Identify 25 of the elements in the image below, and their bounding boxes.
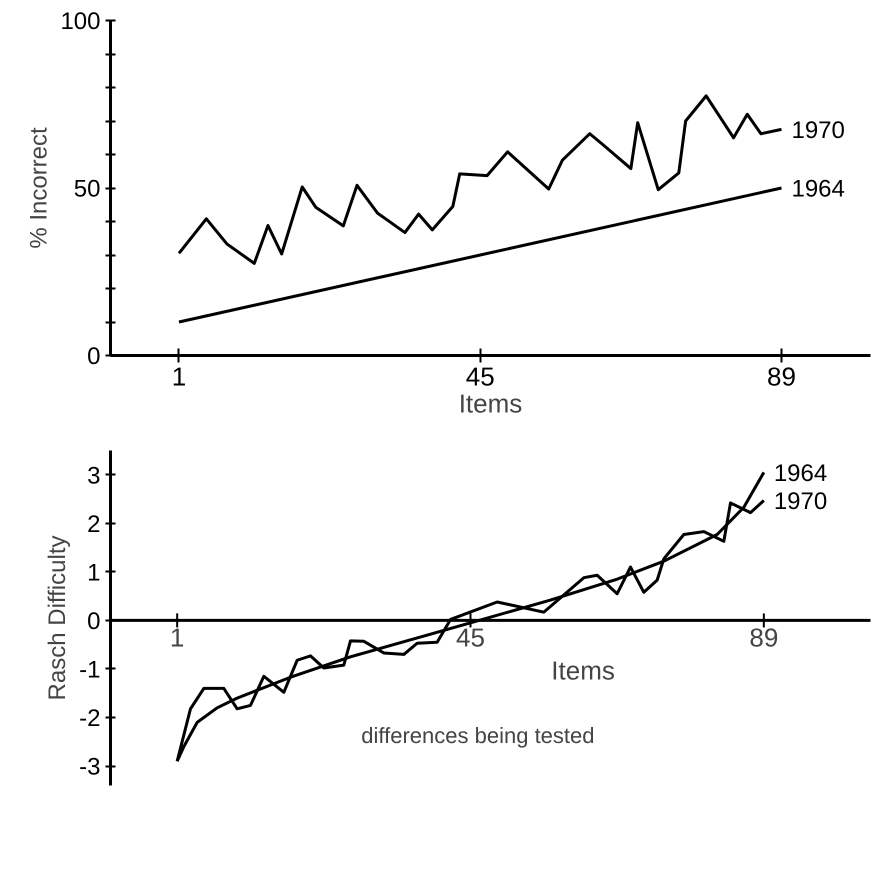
series-label: 1970 <box>791 116 845 144</box>
series-label: 1964 <box>791 176 845 202</box>
y-tick-label: 2 <box>87 510 101 538</box>
x-tick-label: 89 <box>767 362 796 392</box>
x-tick-label: 45 <box>466 362 495 392</box>
x-tick-label: 45 <box>456 622 485 652</box>
y-tick-label: -2 <box>79 705 101 732</box>
y-tick-label: 0 <box>87 343 101 370</box>
y-tick-label: 50 <box>74 176 101 202</box>
annotation: differences being tested <box>361 722 595 748</box>
x-axis-title: Items <box>551 655 615 686</box>
y-tick-label: -1 <box>79 656 101 684</box>
y-axis-title: % Incorrect <box>25 126 52 249</box>
y-tick-label: 0 <box>87 608 101 635</box>
y-tick-label: 3 <box>87 462 101 490</box>
y-axis-title: Rasch Difficulty <box>44 536 72 700</box>
y-tick-label: 100 <box>60 8 101 35</box>
series-label: 1964 <box>774 460 828 487</box>
x-tick-label: 1 <box>172 362 186 392</box>
y-tick-label: 1 <box>87 559 101 586</box>
x-axis-title: Items <box>458 388 522 418</box>
y-tick-label: -3 <box>79 754 101 781</box>
x-tick-label: 89 <box>749 622 778 652</box>
x-tick-label: 1 <box>170 622 184 652</box>
series-label: 1970 <box>774 488 828 516</box>
